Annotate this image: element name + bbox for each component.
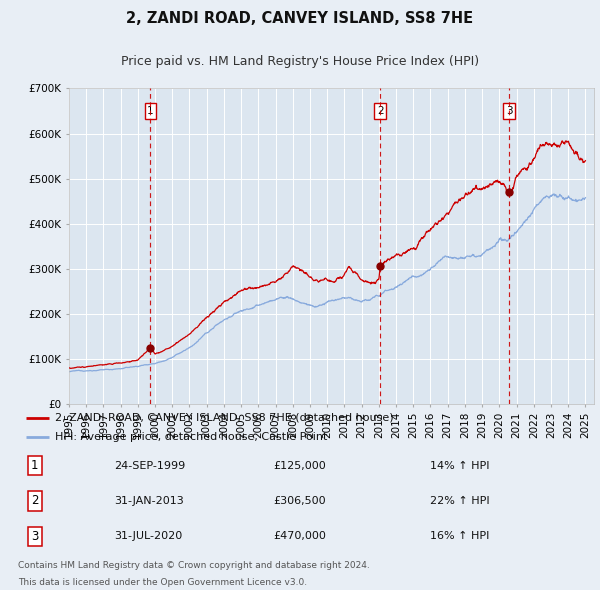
Text: 2: 2: [377, 106, 383, 116]
Text: Price paid vs. HM Land Registry's House Price Index (HPI): Price paid vs. HM Land Registry's House …: [121, 55, 479, 68]
Text: 2: 2: [31, 494, 38, 507]
Text: 22% ↑ HPI: 22% ↑ HPI: [430, 496, 490, 506]
Text: Contains HM Land Registry data © Crown copyright and database right 2024.: Contains HM Land Registry data © Crown c…: [18, 561, 370, 570]
Text: 1: 1: [147, 106, 154, 116]
Text: 3: 3: [506, 106, 512, 116]
Text: 3: 3: [31, 530, 38, 543]
Text: This data is licensed under the Open Government Licence v3.0.: This data is licensed under the Open Gov…: [18, 578, 307, 587]
Text: 31-JAN-2013: 31-JAN-2013: [114, 496, 184, 506]
Text: 1: 1: [31, 459, 38, 472]
Text: 2, ZANDI ROAD, CANVEY ISLAND, SS8 7HE (detached house): 2, ZANDI ROAD, CANVEY ISLAND, SS8 7HE (d…: [55, 413, 393, 423]
Text: 24-SEP-1999: 24-SEP-1999: [114, 461, 185, 470]
Text: HPI: Average price, detached house, Castle Point: HPI: Average price, detached house, Cast…: [55, 432, 327, 442]
Text: £306,500: £306,500: [274, 496, 326, 506]
Text: £125,000: £125,000: [274, 461, 326, 470]
Text: £470,000: £470,000: [274, 532, 326, 541]
Text: 14% ↑ HPI: 14% ↑ HPI: [430, 461, 489, 470]
Text: 16% ↑ HPI: 16% ↑ HPI: [430, 532, 489, 541]
Text: 2, ZANDI ROAD, CANVEY ISLAND, SS8 7HE: 2, ZANDI ROAD, CANVEY ISLAND, SS8 7HE: [127, 11, 473, 27]
Text: 31-JUL-2020: 31-JUL-2020: [114, 532, 182, 541]
